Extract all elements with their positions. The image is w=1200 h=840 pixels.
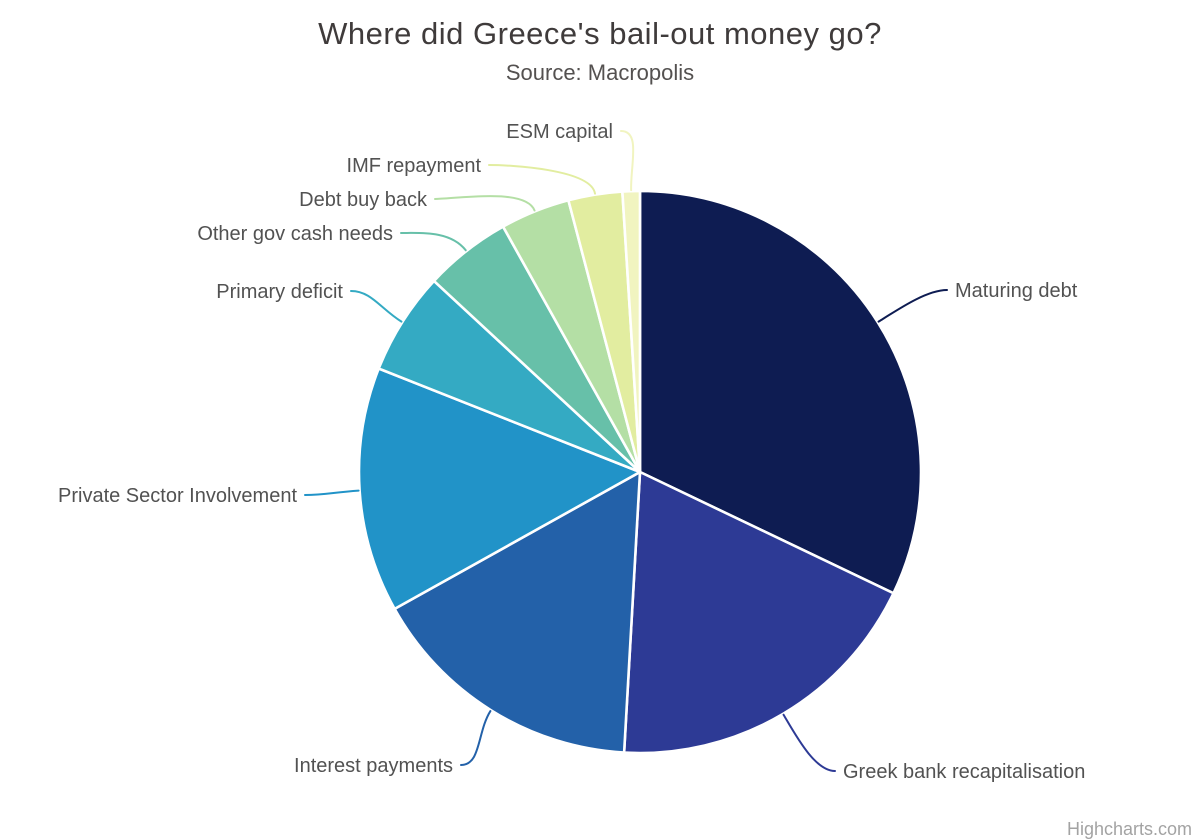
pie-slice-private-sector-involvement[interactable]	[357, 367, 642, 611]
label-connectors	[304, 130, 948, 772]
data-label-esm-capital[interactable]: ESM capital	[506, 121, 613, 143]
data-label-imf-repayment[interactable]: IMF repayment	[347, 155, 482, 177]
data-label-other-gov-cash-needs[interactable]: Other gov cash needs	[197, 223, 393, 245]
data-label-interest-payments[interactable]: Interest payments	[294, 755, 453, 777]
data-label-private-sector-involvement[interactable]: Private Sector Involvement	[58, 485, 297, 507]
data-label-greek-bank-recapitalisation[interactable]: Greek bank recapitalisation	[843, 761, 1085, 783]
label-connector-esm-capital	[620, 130, 635, 192]
chart-title: Where did Greece's bail-out money go?	[318, 16, 882, 51]
data-label-maturing-debt[interactable]: Maturing debt	[955, 280, 1078, 302]
label-connector-other-gov-cash-needs	[400, 231, 467, 252]
pie-slices	[357, 189, 923, 755]
label-connector-maturing-debt	[877, 289, 948, 323]
pie-slice-maturing-debt[interactable]	[638, 189, 923, 595]
chart-subtitle: Source: Macropolis	[505, 60, 695, 85]
data-labels: Maturing debt Greek bank recapitalisation…	[58, 121, 1085, 783]
data-label-primary-deficit[interactable]: Primary deficit	[216, 281, 343, 303]
label-connector-debt-buy-back	[434, 195, 536, 212]
pie-slice-greek-bank-recapitalisation[interactable]	[622, 470, 895, 755]
label-connector-imf-repayment	[488, 164, 597, 195]
data-label-debt-buy-back[interactable]: Debt buy back	[299, 189, 428, 211]
label-connector-interest-payments	[460, 710, 492, 766]
label-connector-private-sector-involvement	[304, 489, 360, 496]
pie-slice-interest-payments[interactable]	[393, 470, 642, 754]
label-connector-primary-deficit	[350, 290, 403, 323]
credits-link[interactable]: Highcharts.com	[1066, 819, 1192, 839]
label-connector-greek-bank-recapitalisation	[782, 713, 836, 772]
